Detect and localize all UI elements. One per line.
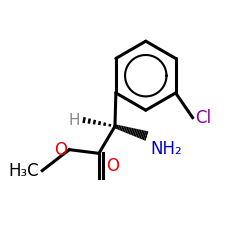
Polygon shape — [119, 126, 122, 131]
Text: H: H — [69, 112, 80, 128]
Polygon shape — [128, 128, 132, 134]
Polygon shape — [124, 126, 127, 132]
Polygon shape — [135, 129, 138, 137]
Polygon shape — [136, 129, 140, 138]
Polygon shape — [125, 127, 129, 133]
Text: H₃C: H₃C — [8, 162, 38, 180]
Polygon shape — [142, 131, 147, 140]
Polygon shape — [114, 124, 117, 129]
Polygon shape — [127, 127, 130, 134]
Polygon shape — [120, 126, 124, 131]
Polygon shape — [141, 130, 145, 140]
Polygon shape — [139, 130, 143, 139]
Text: O: O — [54, 141, 67, 159]
Polygon shape — [116, 125, 119, 130]
Polygon shape — [130, 128, 134, 135]
Text: O: O — [106, 157, 119, 175]
Polygon shape — [122, 126, 126, 132]
Polygon shape — [133, 128, 137, 136]
Polygon shape — [132, 128, 135, 136]
Text: Cl: Cl — [196, 108, 212, 126]
Polygon shape — [144, 131, 148, 141]
Polygon shape — [118, 125, 120, 130]
Text: NH₂: NH₂ — [151, 140, 182, 158]
Polygon shape — [138, 130, 142, 138]
